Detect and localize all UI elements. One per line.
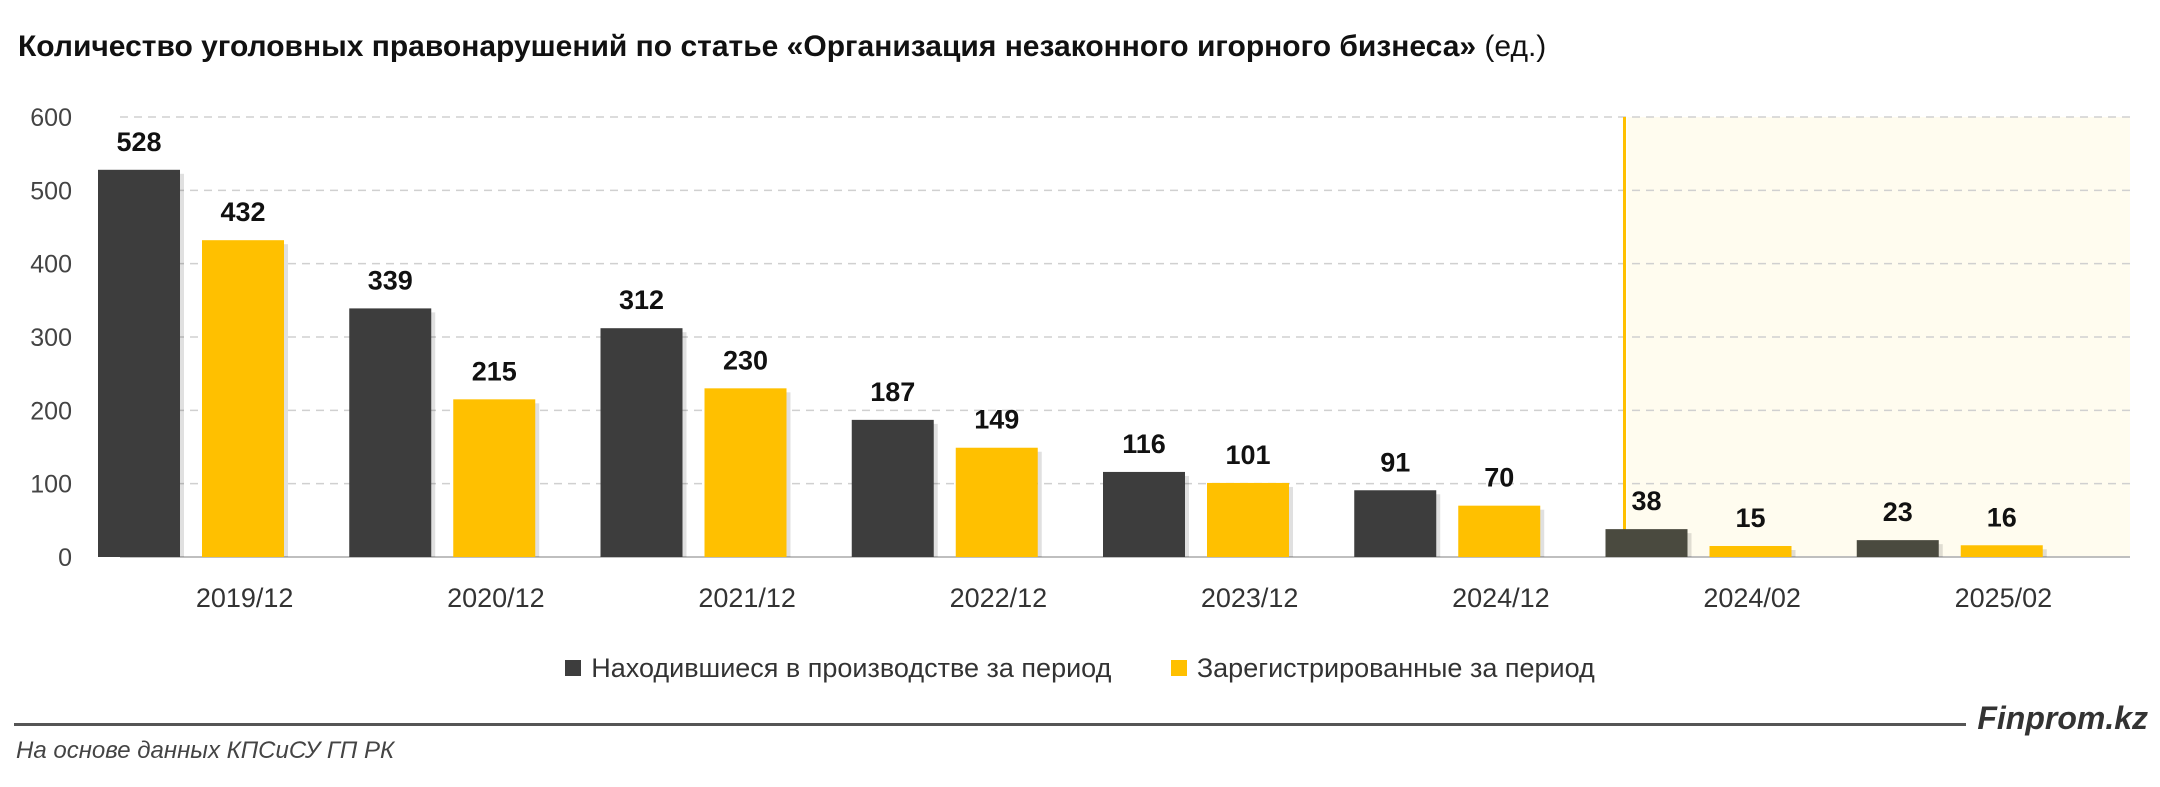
data-label: 38 [1631,486,1661,516]
bar-registered [453,399,536,557]
x-tick-label: 2023/12 [1201,583,1299,613]
legend-item-in-progress: Находившиеся в производстве за период [565,653,1111,684]
data-label: 116 [1122,429,1166,459]
chart-legend: Находившиеся в производстве за период За… [0,652,2160,684]
x-tick-label: 2024/02 [1703,583,1801,613]
bar-in-progress [1103,471,1185,557]
data-label: 101 [1225,440,1270,470]
data-label: 70 [1484,463,1514,493]
bar-chart: 0 100 200 300 400 500 600 528 432 2019/12 339 215 20… [30,104,2130,613]
data-label: 23 [1883,497,1913,527]
data-label: 432 [220,197,265,227]
legend-swatch-in-progress [565,660,582,676]
x-tick-label: 2024/12 [1452,583,1550,613]
data-label: 91 [1380,447,1410,477]
data-label: 528 [116,127,161,157]
data-label: 149 [974,405,1019,435]
chart-title: Количество уголовных правонарушений по с… [18,30,1546,64]
data-label: 187 [870,377,915,407]
legend-item-registered: Зарегистрированные за период [1170,652,1595,684]
data-label: 230 [723,345,768,375]
legend-swatch-registered [1170,660,1187,676]
bar-in-progress [1856,540,1939,557]
data-label: 15 [1735,503,1765,533]
x-tick-label: 2022/12 [950,583,1048,613]
chart-title-text: Количество уголовных правонарушений по с… [18,30,1477,63]
legend-label-registered: Зарегистрированные за период [1196,652,1595,683]
bar-registered [202,240,284,557]
bar-registered [955,447,1038,557]
data-label: 215 [472,356,517,386]
brand-logo-text: Finprom.kz [1977,700,2148,736]
y-tick-label: 400 [30,251,72,279]
footer-divider [14,723,1966,726]
x-tick-label: 2021/12 [698,583,796,613]
data-label: 339 [368,265,413,295]
y-tick-label: 300 [30,324,72,352]
bar-in-progress [851,419,934,557]
bar-in-progress [1605,529,1688,557]
bar-in-progress [349,308,432,557]
source-note: На основе данных КПСиСУ ГП РК [16,737,395,764]
y-tick-label: 100 [30,471,72,499]
x-tick-label: 2020/12 [447,583,545,613]
y-tick-label: 0 [58,544,72,572]
x-tick-label: 2019/12 [196,583,294,613]
bar-registered [704,388,787,557]
bar-registered [1709,546,1792,557]
data-label: 16 [1987,502,2017,532]
bar-registered [1960,545,2043,557]
y-tick-label: 500 [30,177,72,205]
chart-title-unit: (ед.) [1484,30,1547,63]
x-tick-label: 2025/02 [1955,583,2053,613]
bar-in-progress [600,328,683,557]
y-tick-label: 600 [30,104,72,132]
legend-label-in-progress: Находившиеся в производстве за период [591,652,1112,683]
y-tick-label: 200 [30,397,72,425]
highlight-region [1627,117,2130,557]
data-label: 312 [619,285,664,315]
bar-registered [1207,482,1289,557]
bar-in-progress [1354,490,1437,557]
bar-in-progress [98,169,180,558]
bar-registered [1458,505,1541,557]
